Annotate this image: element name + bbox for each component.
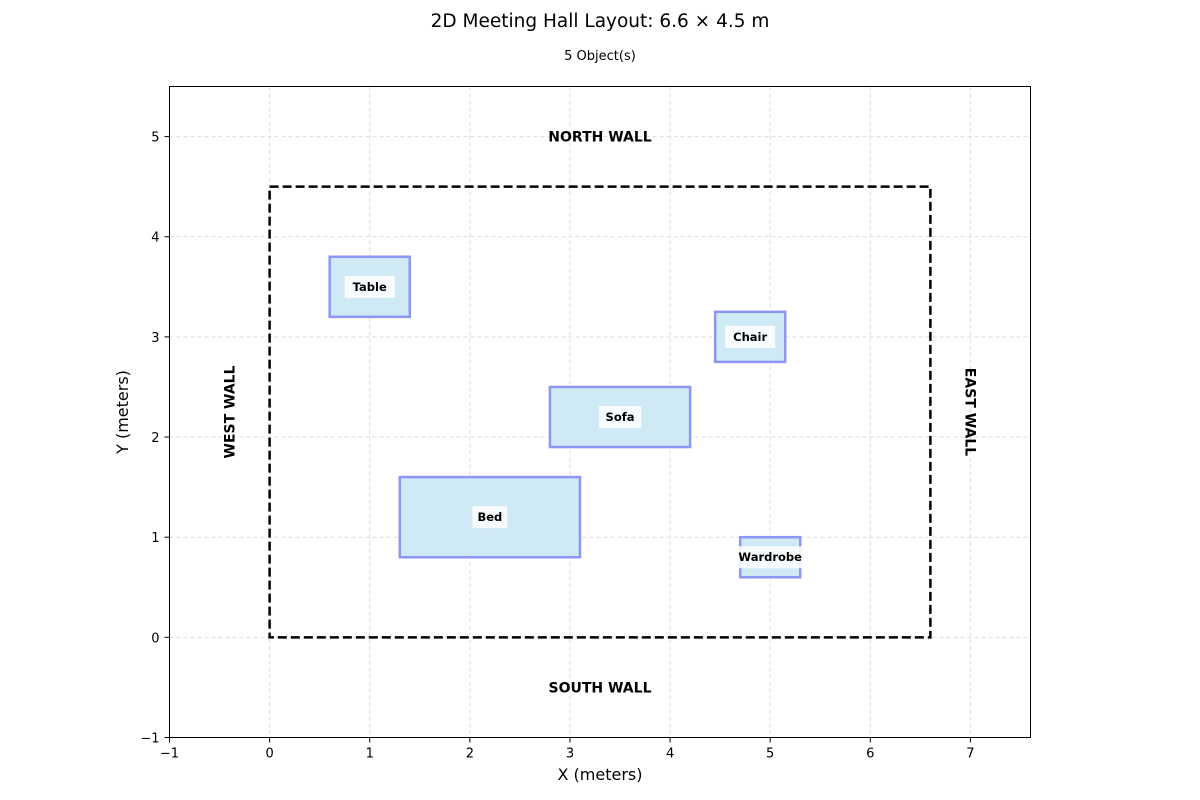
object-label-box <box>472 506 508 529</box>
chart-title: 2D Meeting Hall Layout: 6.6 × 4.5 m <box>430 11 770 32</box>
x-tick-label: 1 <box>366 747 374 762</box>
object-label: Sofa <box>606 410 635 424</box>
x-tick-label: 3 <box>566 747 574 762</box>
object-label-box <box>598 406 642 429</box>
y-tick-label: −1 <box>140 732 159 747</box>
object-sofa <box>548 385 692 449</box>
object-label: Wardrobe <box>738 550 802 564</box>
y-tick-label: 2 <box>151 431 159 446</box>
object-label-box <box>344 275 395 298</box>
wall-labels-layer: NORTH WALL SOUTH WALL WEST WALL EAST WALL <box>223 130 978 697</box>
east-wall-label: EAST WALL <box>961 368 977 456</box>
x-axis-label: X (meters) <box>558 765 643 784</box>
object-label: Chair <box>733 330 767 344</box>
x-tick-label: 6 <box>866 747 874 762</box>
object-label-box <box>733 546 807 569</box>
objects-layer: Table Chair Sofa Bed Wardrobe <box>328 255 807 579</box>
x-tick-label: 5 <box>766 747 774 762</box>
room-outline-layer <box>268 185 932 639</box>
x-tick-label: 2 <box>466 747 474 762</box>
x-tick-label: 0 <box>265 747 273 762</box>
north-wall-label: NORTH WALL <box>548 130 651 146</box>
x-tick-label: 7 <box>966 747 974 762</box>
x-tick-label: 4 <box>666 747 674 762</box>
y-tick-label: 3 <box>151 331 159 346</box>
y-tick-label: 0 <box>151 631 159 646</box>
west-wall-label: WEST WALL <box>223 365 239 458</box>
y-tick-label: 5 <box>151 131 159 146</box>
y-tick-label: 1 <box>151 531 159 546</box>
room-outline <box>268 185 932 639</box>
y-axis-label: Y (meters) <box>113 370 132 455</box>
x-tick-label: −1 <box>160 747 179 762</box>
object-label: Bed <box>477 510 502 524</box>
y-tick-label: 4 <box>151 231 159 246</box>
ticks-layer: −1 0 1 2 3 4 5 6 7 −1 0 1 2 3 4 5 <box>140 131 974 762</box>
object-label: Table <box>353 280 387 294</box>
south-wall-label: SOUTH WALL <box>549 680 652 696</box>
plot-frame <box>169 86 1031 738</box>
object-label-box <box>725 325 776 348</box>
chart-subtitle: 5 Object(s) <box>564 49 636 64</box>
